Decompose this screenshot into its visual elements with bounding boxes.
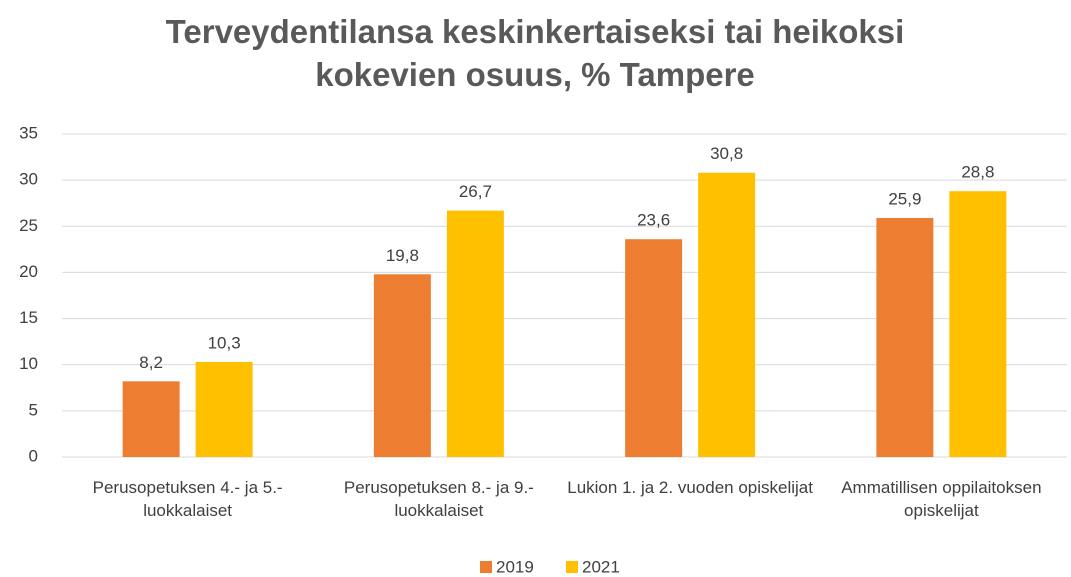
legend-label: 2021 xyxy=(582,557,620,576)
bar xyxy=(373,274,431,457)
legend-swatch xyxy=(480,561,492,573)
y-tick-label: 10 xyxy=(19,354,38,373)
bar xyxy=(195,361,253,457)
bar xyxy=(698,172,756,457)
bar xyxy=(876,217,934,457)
data-label: 8,2 xyxy=(139,353,163,372)
x-tick-label: Perusopetuksen 4.- ja 5.-luokkalaiset xyxy=(92,478,283,520)
data-label: 26,7 xyxy=(459,182,492,201)
data-label: 28,8 xyxy=(961,163,994,182)
y-tick-label: 35 xyxy=(19,123,38,142)
y-tick-label: 25 xyxy=(19,216,38,235)
x-tick-label: Perusopetuksen 8.- ja 9.-luokkalaiset xyxy=(343,478,534,520)
y-tick-label: 0 xyxy=(29,446,38,465)
legend-swatch xyxy=(566,561,578,573)
y-tick-label: 20 xyxy=(19,262,38,281)
data-label: 23,6 xyxy=(637,211,670,230)
x-tick-label: Ammatillisen oppilaitoksen opiskelijat xyxy=(841,478,1042,520)
y-tick-label: 5 xyxy=(29,400,38,419)
legend-label: 2019 xyxy=(496,557,534,576)
data-label: 10,3 xyxy=(208,333,241,352)
y-tick-label: 30 xyxy=(19,170,38,189)
data-label: 19,8 xyxy=(386,246,419,265)
chart-title: Terveydentilansa keskinkertaiseksi tai h… xyxy=(165,13,905,93)
data-label: 25,9 xyxy=(888,189,921,208)
bar xyxy=(446,210,504,457)
data-label: 30,8 xyxy=(710,144,743,163)
y-tick-label: 15 xyxy=(19,308,38,327)
bar xyxy=(949,191,1007,457)
bar xyxy=(625,239,683,457)
x-tick-label: Lukion 1. ja 2. vuoden opiskelijat xyxy=(567,478,813,497)
bar xyxy=(122,381,180,457)
